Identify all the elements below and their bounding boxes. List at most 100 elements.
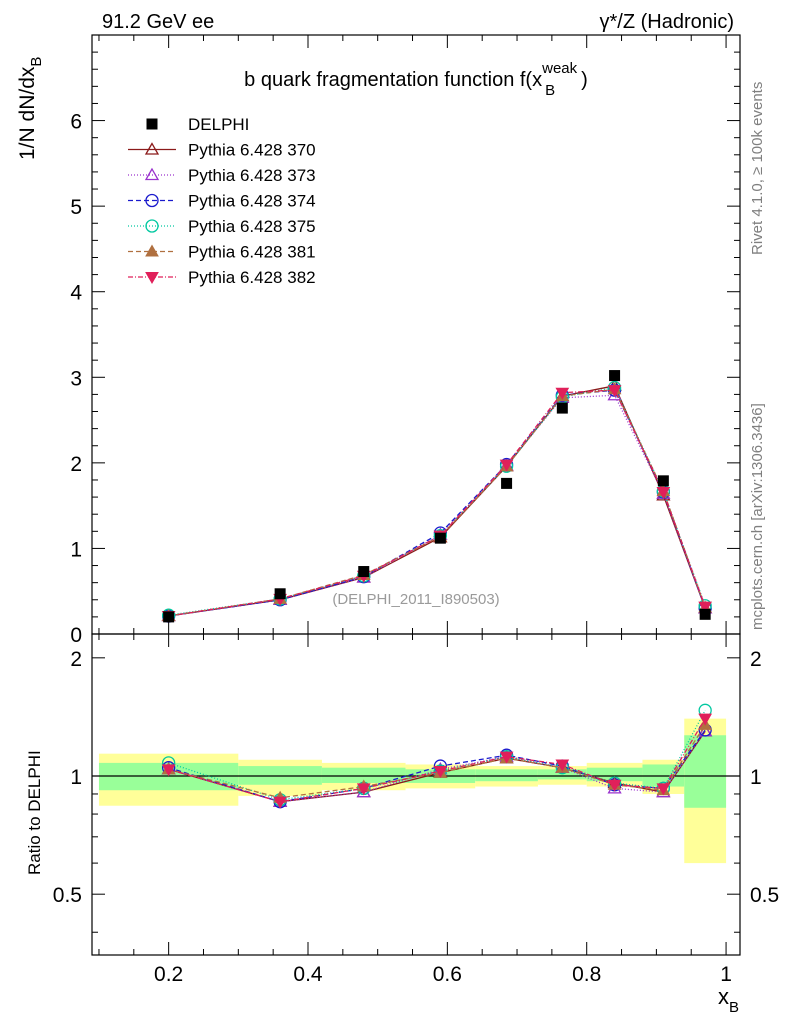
main-title-close: ) (581, 69, 588, 91)
main-y-axis-label: 1/N dN/dxB (16, 57, 45, 160)
ratio-point (433, 765, 448, 778)
series-line (168, 386, 706, 616)
mc-series-pythia-6.428-382 (161, 385, 713, 624)
series-point (656, 486, 671, 499)
data-point (657, 475, 669, 487)
ratio-point (161, 764, 176, 777)
ratio-frame (91, 633, 741, 956)
mc-series-pythia-6.428-373 (161, 387, 713, 622)
series-line (168, 388, 706, 617)
ratio-y-axis-label: Ratio to DELPHI (25, 750, 44, 875)
ratio-point (607, 779, 622, 792)
ratio-panel-plot (161, 703, 713, 809)
ratio-band-green (537, 769, 587, 780)
x-axis-label: xB (718, 984, 739, 1016)
mc-series-pythia-6.428-370 (161, 378, 713, 622)
process-label: γ*/Z (Hadronic) (600, 11, 734, 33)
delphi-data-series (163, 370, 711, 623)
legend-marker (144, 167, 160, 181)
ratio-point (499, 751, 514, 764)
legend: DELPHI Pythia 6.428 370 Pythia 6.428 373 Py… (128, 115, 316, 287)
legend-label: Pythia 6.428 375 (188, 217, 316, 236)
legend-item: Pythia 6.428 381 (128, 243, 316, 262)
data-point (274, 588, 286, 600)
data-point (434, 532, 446, 544)
x-tick-label: 1 (720, 963, 732, 986)
legend-label: Pythia 6.428 370 (188, 141, 316, 160)
main-panel-plot (161, 370, 713, 624)
x-tick-label: 0.6 (433, 963, 462, 986)
series-point (555, 387, 570, 400)
main-y-tick-label: 4 (70, 282, 82, 305)
series-point (698, 601, 713, 614)
series-line (168, 389, 706, 617)
ratio-y-tick-label-right: 2 (750, 648, 762, 671)
ratio-point (555, 759, 570, 772)
data-point (163, 611, 175, 623)
main-y-tick-label: 6 (70, 111, 82, 134)
ratio-y-tick-label: 0.5 (53, 884, 82, 907)
ratio-point (656, 783, 671, 796)
ratio-point (698, 713, 713, 726)
legend-item: Pythia 6.428 373 (128, 166, 316, 185)
data-point (609, 370, 621, 382)
rivet-label: Rivet 4.1.0, ≥ 100k events (749, 82, 766, 255)
ratio-band-green (586, 767, 643, 782)
legend-marker (145, 244, 159, 257)
ratio-line (168, 730, 706, 803)
legend-marker (144, 142, 160, 155)
legend-marker (146, 118, 158, 130)
legend-marker (145, 193, 159, 208)
ratio-uncertainty-bands (92, 718, 740, 864)
legend-item-delphi: DELPHI (146, 115, 249, 134)
ratio-point (356, 783, 371, 796)
main-title: b quark fragmentation function f(xweak B) (244, 60, 588, 99)
main-y-axis-label-sub: B (28, 57, 45, 67)
series-line (168, 389, 706, 617)
ratio-band-green (475, 769, 538, 782)
main-y-tick-label: 0 (70, 624, 82, 647)
x-tick-label: 0.8 (572, 963, 601, 986)
legend-label: Pythia 6.428 374 (188, 192, 316, 211)
axes: 0 1 2 3 4 5 6 0.5 0.5 1 1 2 2 0.2 0.4 0.6 0.8 1 (53, 34, 779, 986)
main-title-sup: weak (541, 60, 578, 77)
legend-marker (145, 219, 159, 233)
series-point (607, 385, 622, 398)
energy-label: 91.2 GeV ee (102, 11, 214, 33)
series-line (168, 394, 706, 617)
series-point (499, 459, 514, 472)
series-line (168, 385, 706, 617)
main-y-tick-label: 5 (70, 196, 82, 219)
main-title-text: b quark fragmentation function f(x (244, 69, 542, 91)
data-point (358, 566, 370, 578)
main-y-tick-label: 3 (70, 367, 82, 390)
ratio-band-green (321, 767, 406, 783)
data-point (556, 402, 568, 414)
legend-item: Pythia 6.428 370 (128, 141, 316, 160)
data-point (699, 608, 711, 620)
x-axis-label-sub: B (729, 999, 739, 1016)
mcplots-label: mcplots.cern.ch [arXiv:1306.3436] (749, 403, 766, 630)
main-y-tick-label: 1 (70, 538, 82, 561)
ratio-band-green (684, 735, 727, 808)
data-point (501, 477, 513, 489)
ratio-series-pythia-6.428-382 (161, 713, 713, 809)
mc-series-pythia-6.428-374 (161, 383, 712, 623)
legend-label: Pythia 6.428 381 (188, 243, 316, 262)
legend-label: DELPHI (188, 115, 249, 134)
legend-item: Pythia 6.428 374 (128, 192, 316, 211)
x-axis-label-text: x (718, 984, 729, 1009)
legend-item: Pythia 6.428 382 (128, 268, 316, 287)
ratio-y-tick-label-right: 1 (750, 766, 762, 789)
ratio-point (273, 796, 287, 809)
x-tick-label: 0.2 (154, 963, 183, 986)
main-y-tick-label: 2 (70, 453, 82, 476)
main-y-axis-label-text: 1/N dN/dx (16, 66, 39, 160)
legend-label: Pythia 6.428 382 (188, 268, 316, 287)
ratio-y-tick-label-right: 0.5 (750, 884, 779, 907)
x-tick-label: 0.4 (293, 963, 323, 986)
main-title-sub: B (545, 82, 555, 99)
ratio-y-tick-label: 1 (70, 766, 82, 789)
legend-item: Pythia 6.428 375 (128, 217, 316, 236)
